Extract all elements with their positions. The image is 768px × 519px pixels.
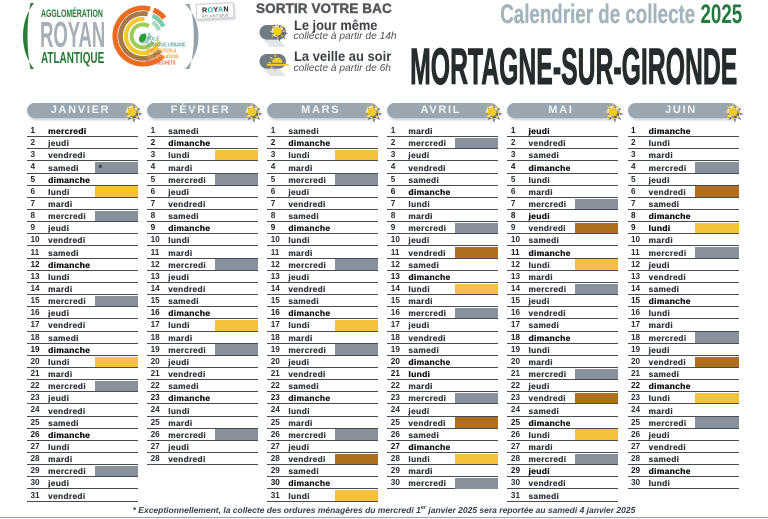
svg-text:DES DECHETS: DES DECHETS — [147, 61, 176, 67]
svg-text:PÔLE: PÔLE — [147, 35, 160, 43]
svg-text:PREVENTION &: PREVENTION & — [147, 49, 177, 55]
svg-text:VALORISATION: VALORISATION — [147, 55, 179, 61]
svg-text:ECOLOGIE URBAINE: ECOLOGIE URBAINE — [147, 43, 186, 49]
